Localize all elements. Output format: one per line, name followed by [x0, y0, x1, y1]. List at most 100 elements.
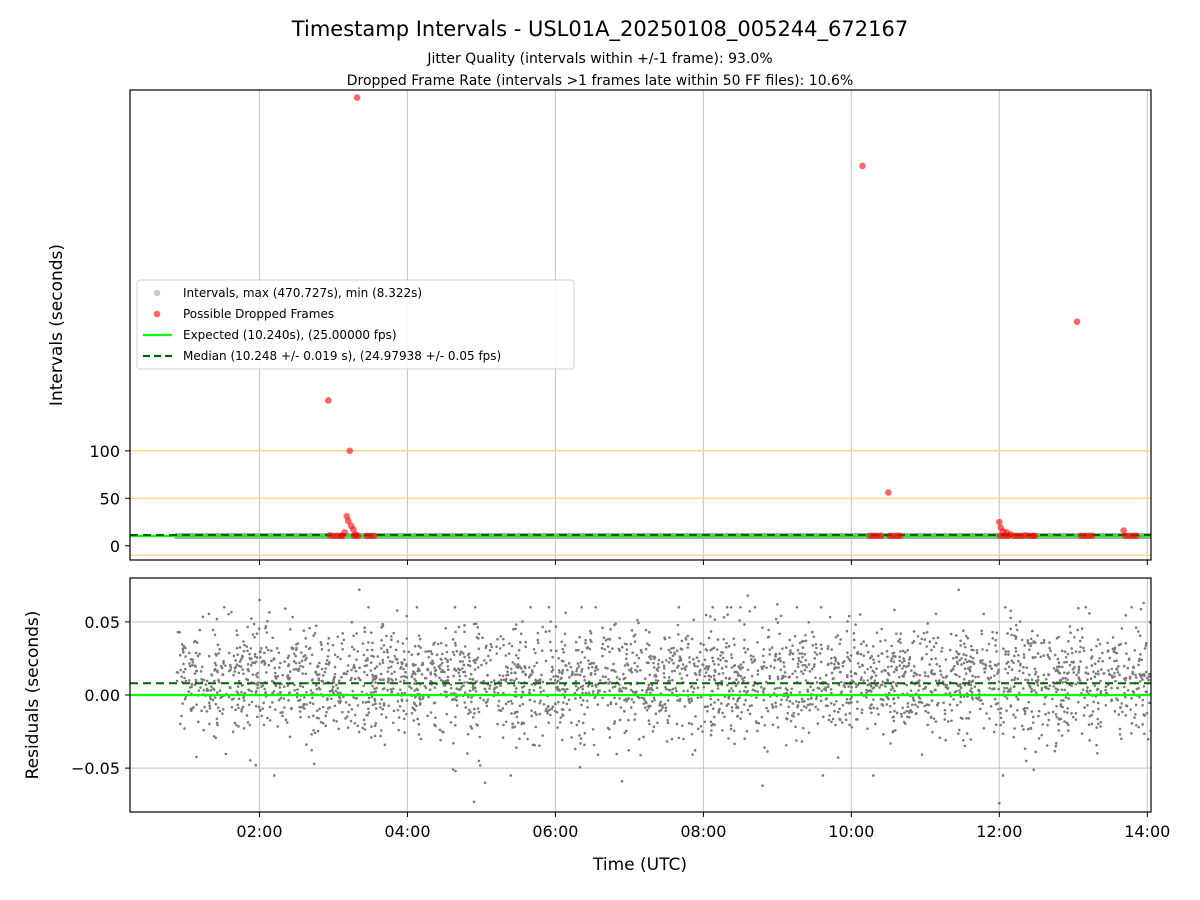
residual-point — [708, 678, 711, 681]
residual-point — [331, 685, 335, 689]
residual-point — [911, 641, 914, 645]
residual-point — [476, 666, 480, 669]
residual-point — [1016, 708, 1019, 712]
residual-point — [971, 648, 975, 652]
residual-point — [303, 707, 306, 710]
residual-point — [405, 637, 409, 640]
residual-point — [955, 673, 958, 677]
residual-point — [182, 645, 186, 648]
residual-point — [1047, 673, 1051, 676]
residual-point — [528, 688, 531, 692]
residual-point — [850, 701, 853, 704]
residual-point — [705, 665, 708, 668]
residual-point — [178, 653, 182, 657]
dropped-frame-point — [354, 532, 362, 540]
residual-point — [205, 687, 209, 691]
residual-point — [886, 665, 890, 669]
residual-point — [1068, 625, 1072, 628]
residual-point — [724, 665, 728, 668]
residual-point — [1138, 634, 1142, 637]
residual-point — [1065, 660, 1069, 664]
residual-point — [563, 696, 567, 699]
residual-point — [1062, 699, 1065, 702]
residual-point — [573, 691, 577, 695]
residual-point — [580, 703, 583, 707]
residual-point — [655, 686, 659, 690]
residual-point — [213, 661, 217, 665]
residual-point — [808, 670, 812, 673]
residual-point — [824, 697, 828, 701]
residual-point — [632, 700, 636, 704]
residual-point — [936, 703, 939, 707]
residual-point — [652, 725, 656, 729]
residual-point — [636, 618, 639, 622]
residual-point — [601, 654, 604, 658]
residual-point — [405, 614, 409, 618]
residual-point — [767, 635, 771, 639]
residual-point — [547, 605, 551, 609]
x-tick-label: 08:00 — [680, 822, 726, 841]
residual-point — [650, 700, 654, 703]
residual-point — [955, 689, 958, 693]
residual-point — [577, 686, 580, 690]
residual-point — [871, 774, 875, 777]
residual-point — [1099, 725, 1102, 728]
dropped-frame-point — [1120, 527, 1127, 534]
residual-point — [922, 631, 926, 635]
residual-point — [380, 672, 383, 676]
residual-point — [865, 691, 868, 694]
residual-point — [875, 667, 878, 670]
residual-point — [860, 676, 863, 679]
residual-point — [625, 642, 628, 646]
residual-point — [316, 729, 320, 733]
residual-point — [684, 638, 688, 641]
residual-point — [473, 686, 477, 689]
residual-point — [301, 672, 304, 675]
residual-point — [524, 672, 527, 676]
residual-point — [518, 737, 521, 741]
x-tick-label: 12:00 — [976, 822, 1022, 841]
residual-point — [657, 658, 661, 662]
residual-point — [564, 664, 567, 667]
residual-point — [907, 661, 911, 665]
residual-point — [588, 647, 592, 651]
residual-point — [819, 605, 823, 609]
residual-point — [1084, 671, 1088, 675]
residual-point — [387, 678, 390, 682]
residual-point — [506, 673, 510, 677]
residual-point — [808, 703, 812, 706]
residual-point — [889, 659, 893, 663]
residual-point — [959, 644, 962, 647]
residual-point — [255, 689, 258, 693]
residual-point — [722, 615, 726, 619]
residual-point — [649, 691, 652, 695]
residual-point — [1069, 631, 1072, 635]
residual-point — [547, 721, 550, 725]
residual-point — [841, 704, 845, 707]
residual-point — [446, 668, 450, 672]
residual-point — [845, 697, 849, 701]
residual-point — [429, 650, 433, 653]
residual-point — [1147, 678, 1151, 682]
residual-point — [729, 605, 733, 609]
residual-point — [362, 718, 366, 722]
residual-point — [748, 712, 752, 716]
residual-point — [378, 678, 382, 681]
residual-point — [736, 714, 740, 718]
legend-marker — [153, 310, 161, 318]
residual-point — [304, 636, 307, 640]
residual-point — [391, 687, 395, 691]
residual-point — [579, 685, 583, 689]
residual-point — [1086, 690, 1089, 693]
residual-point — [936, 636, 940, 640]
residual-point — [195, 641, 199, 644]
residual-point — [367, 700, 371, 704]
residual-point — [1131, 672, 1135, 676]
residual-point — [648, 722, 651, 726]
residual-point — [529, 605, 532, 609]
residual-point — [486, 673, 489, 677]
residual-point — [1081, 688, 1085, 691]
residual-point — [1032, 768, 1036, 772]
residual-point — [211, 628, 215, 632]
residual-point — [1123, 691, 1126, 695]
